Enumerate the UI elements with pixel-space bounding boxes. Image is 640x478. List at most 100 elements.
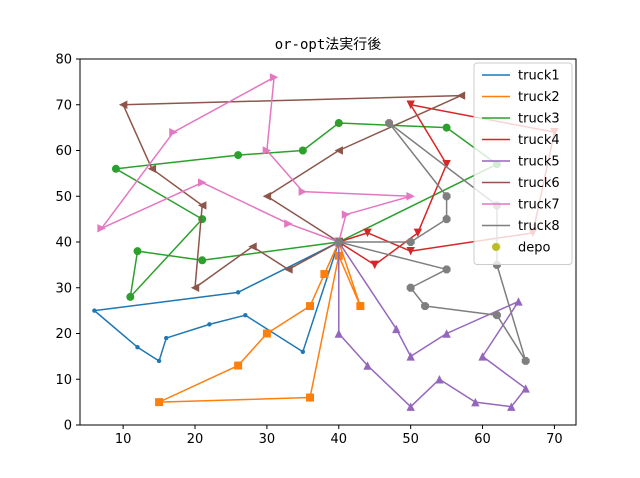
truck4-point	[370, 260, 379, 270]
legend-label: truck5	[518, 155, 560, 170]
truck3-point	[133, 247, 142, 256]
truck6-route-line	[122, 94, 462, 289]
y-tick-label: 50	[55, 190, 72, 205]
truck7-point	[97, 224, 106, 233]
truck5-point	[471, 397, 480, 407]
truck6-point	[334, 146, 343, 155]
truck5-point	[521, 384, 530, 393]
truck4-point	[406, 100, 415, 109]
truck3-point	[334, 119, 343, 128]
truck4-point	[442, 160, 451, 169]
legend-item-truck1: truck1	[482, 69, 560, 84]
truck6-point	[190, 283, 200, 292]
truck7-point	[269, 73, 279, 82]
x-tick-label: 20	[187, 432, 204, 447]
truck6-point	[248, 242, 257, 251]
truck5-point	[514, 297, 523, 306]
series-truck3	[111, 119, 501, 301]
legend-item-truck6: truck6	[482, 176, 560, 191]
y-tick-label: 70	[55, 98, 72, 113]
truck1-route-line	[93, 241, 340, 362]
y-tick-label: 60	[55, 144, 72, 159]
legend-label: truck1	[518, 69, 560, 84]
x-tick-label: 40	[331, 432, 348, 447]
y-tick-label: 0	[64, 419, 72, 434]
truck2-point	[320, 270, 329, 279]
truck1-point	[156, 358, 162, 364]
y-tick-label: 30	[55, 281, 72, 296]
truck5-point	[406, 352, 415, 361]
legend-label: truck8	[518, 219, 560, 234]
truck2-point	[234, 361, 243, 370]
axes: 10 20 30 40 50 60 70 0 10 20 30 40 50 60 70 80	[55, 53, 577, 447]
series-truck6	[118, 91, 466, 292]
truck2-point	[306, 302, 315, 311]
chart-title: or-opt法実行後	[275, 37, 382, 53]
truck8-point	[442, 265, 451, 274]
truck2-point	[155, 398, 164, 407]
truck4-point	[413, 228, 423, 238]
truck5-point	[363, 361, 372, 370]
truck5-point	[435, 375, 444, 384]
legend-item-truck3: truck3	[482, 112, 560, 127]
truck8-point	[406, 283, 415, 292]
truck6-point	[262, 192, 272, 201]
legend-item-depo: depo	[492, 241, 551, 256]
legend-marker	[492, 243, 500, 251]
legend-label: truck7	[518, 198, 560, 213]
truck7-point	[284, 219, 293, 228]
x-tick-label: 50	[402, 432, 419, 447]
truck6-point	[118, 100, 128, 109]
series-truck2	[155, 238, 365, 407]
truck5-point	[478, 352, 487, 361]
truck7-point	[198, 178, 207, 187]
truck5-point	[392, 324, 401, 334]
truck8-point	[334, 238, 343, 246]
truck6-point	[456, 91, 466, 100]
truck1-point	[235, 290, 241, 295]
y-tick-label: 20	[55, 327, 72, 342]
legend-label: truck2	[518, 90, 560, 105]
legend-item-truck8: truck8	[482, 219, 560, 234]
truck5-point	[507, 402, 516, 411]
truck3-point	[111, 164, 120, 173]
legend-item-truck2: truck2	[482, 90, 560, 105]
truck5-point	[334, 329, 343, 338]
truck6-point	[284, 265, 293, 274]
legend-item-truck5: truck5	[482, 155, 560, 170]
truck3-point	[234, 151, 243, 160]
y-tick-label: 40	[55, 236, 72, 251]
x-tick-label: 10	[115, 432, 132, 447]
legend-label: depo	[518, 241, 551, 256]
truck3-point	[198, 215, 207, 224]
truck2-point	[262, 329, 271, 338]
legend-label: truck4	[518, 133, 560, 148]
legend-item-truck4: truck4	[482, 133, 560, 148]
truck6-point	[198, 201, 207, 210]
truck3-point	[298, 146, 307, 155]
truck2-point	[306, 393, 315, 402]
truck4-point	[363, 228, 372, 238]
truck8-point	[421, 302, 430, 311]
legend-label: truck6	[518, 176, 560, 191]
truck1-point	[135, 345, 140, 350]
truck4-point	[406, 246, 415, 256]
truck8-point	[492, 311, 501, 320]
truck3-point	[198, 256, 207, 265]
truck8-point	[521, 356, 530, 365]
truck8-point	[442, 192, 451, 201]
truck7-point	[341, 210, 351, 219]
truck6-point	[147, 164, 157, 173]
truck3-route-line	[115, 122, 498, 298]
x-tick-label: 60	[474, 432, 491, 447]
y-tick-label: 10	[55, 373, 72, 388]
truck7-point	[298, 187, 308, 196]
x-tick-label: 70	[546, 432, 563, 447]
truck7-point	[169, 128, 178, 137]
legend-item-truck7: truck7	[482, 198, 560, 213]
truck3-point	[442, 123, 451, 132]
truck8-point	[406, 238, 415, 246]
truck1-point	[300, 349, 306, 354]
truck1-point	[243, 313, 248, 318]
